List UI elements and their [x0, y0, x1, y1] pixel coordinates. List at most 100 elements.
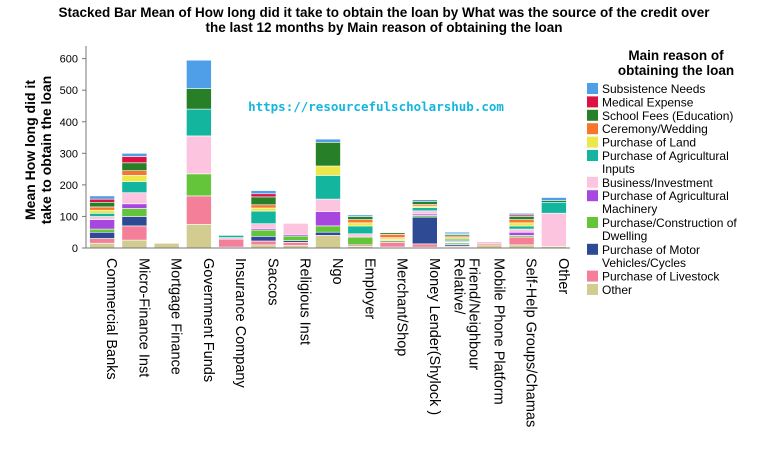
legend-label-ceremony-wedding: Ceremony/Wedding: [602, 122, 708, 136]
bar-segment-government-funds-subsistence-needs: [186, 59, 212, 89]
legend-label-school-fees-education: School Fees (Education): [602, 109, 733, 123]
x-category-label: Mortgage Finance: [168, 258, 184, 375]
bar-segment-merchant-shop-ceremony-wedding: [379, 234, 406, 238]
legend-swatch-medical-expense: [587, 96, 598, 108]
bar-segment-ngo-purchase-of-motor-vehicles-cycles: [315, 231, 341, 236]
bar-segment-saccos-business-investment: [250, 223, 277, 229]
bar-segment-money-lender-shylock-purchase-of-motor-vehicles-cycles: [411, 216, 438, 245]
bar-segment-merchant-shop-purchase-of-livestock: [379, 242, 406, 248]
bar-segment-saccos-purchase-of-motor-vehicles-cycles: [250, 236, 277, 242]
bar-segment-religious-inst-business-investment: [282, 223, 309, 235]
legend-swatch-school-fees-education: [587, 109, 598, 121]
x-category-label: Religious Inst: [297, 258, 313, 345]
bar-segment-micro-finance-inst-purchase-of-land: [121, 175, 148, 182]
legend-swatch-subsistence-needs: [587, 83, 598, 94]
bar-segment-insurance-company-purchase-of-livestock: [218, 238, 244, 248]
bar-segment-micro-finance-inst-purchase-construction-of-dwelling: [121, 208, 148, 217]
bar-segment-saccos-purchase-of-livestock: [250, 240, 277, 246]
legend-label-purchase-of-agricultural-machinery: Machinery: [602, 202, 657, 216]
y-tick-label: 600: [60, 54, 78, 66]
x-category-label: Self-Help Groups/Chamas: [523, 258, 539, 427]
y-tick-label: 0: [72, 243, 78, 255]
legend-label-subsistence-needs: Subsistence Needs: [602, 82, 705, 96]
legend-swatch-other: [587, 284, 598, 295]
bar-segment-money-lender-shylock-purchase-of-livestock: [411, 243, 438, 248]
bar-segment-commercial-banks-ceremony-wedding: [89, 206, 115, 211]
bar-segment-saccos-purchase-of-agricultural-inputs: [250, 210, 277, 225]
y-axis: 0 100 200 300 400 500 600: [60, 54, 86, 255]
x-category-label: Relative/: [451, 258, 467, 315]
bar-segment-commercial-banks-subsistence-needs: [89, 195, 115, 200]
bar-segment-relative-friend-neighbour-subsistence-needs: [444, 231, 470, 235]
bar-segment-merchant-shop-school-fees-education: [379, 232, 406, 235]
bar-segment-employer-ceremony-wedding: [347, 219, 374, 224]
legend-title-line-1: Main reason of: [628, 48, 724, 63]
legend-label-purchase-of-livestock: Purchase of Livestock: [602, 270, 720, 284]
x-category-label: Mobile Phone Platform: [490, 258, 506, 405]
legend-label-purchase-of-motor-vehicles-cycles: Vehicles/Cycles: [602, 256, 686, 270]
legend-swatch-purchase-of-land: [587, 136, 598, 148]
bar-segment-religious-inst-purchase-construction-of-dwelling: [282, 235, 309, 241]
bar-segment-money-lender-shylock-business-investment: [411, 210, 438, 215]
legend-label-purchase-of-agricultural-machinery: Purchase of Agricultural: [602, 189, 729, 203]
bar-segment-religious-inst-purchase-of-livestock: [282, 242, 309, 246]
bar-segment-employer-purchase-of-agricultural-inputs: [347, 225, 374, 235]
bar-segment-self-help-groups-chamas-purchase-of-agricultural-inputs: [508, 225, 535, 230]
bar-segment-mobile-phone-platform-business-investment: [476, 241, 503, 244]
chart-title-line-1: Stacked Bar Mean of How long did it take…: [58, 5, 710, 20]
bar-segment-micro-finance-inst-other: [121, 239, 148, 249]
bar-segment-saccos-ceremony-wedding: [250, 204, 277, 209]
bar-segment-ngo-business-investment: [315, 198, 341, 213]
bar-segment-employer-subsistence-needs: [347, 214, 374, 217]
bar-segment-insurance-company-purchase-of-agricultural-inputs: [218, 235, 244, 238]
bar-segment-government-funds-business-investment: [186, 135, 212, 175]
bar-segment-ngo-purchase-of-agricultural-inputs: [315, 175, 341, 200]
bar-segment-other-subsistence-needs: [541, 197, 567, 202]
bar-segment-self-help-groups-chamas-subsistence-needs: [508, 213, 535, 216]
watermark-text: https://resourcefulscholarshub.com: [248, 99, 504, 114]
bar-segment-money-lender-shylock-purchase-of-agricultural-inputs: [411, 207, 438, 212]
x-category-label: Employer: [361, 258, 377, 319]
bar-segment-commercial-banks-purchase-construction-of-dwelling: [89, 228, 115, 233]
bar-segment-money-lender-shylock-subsistence-needs: [411, 199, 438, 202]
x-category-label: Insurance Company: [232, 258, 248, 389]
x-category-label: Other: [555, 258, 571, 294]
bar-segment-employer-business-investment: [347, 233, 374, 238]
x-category-label: Micro-Finance Inst: [135, 258, 151, 377]
y-axis-label-line-2: take to obtain the loan: [38, 76, 54, 225]
legend-swatch-purchase-of-livestock: [587, 270, 598, 282]
bar-segment-commercial-banks-business-investment: [89, 216, 115, 220]
bar-segment-micro-finance-inst-medical-expense: [121, 156, 148, 164]
legend-label-purchase-of-agricultural-inputs: Inputs: [602, 162, 635, 176]
bar-segment-other-purchase-of-agricultural-inputs: [541, 201, 567, 214]
bar-segment-ngo-purchase-construction-of-dwelling: [315, 225, 341, 233]
bar-segment-commercial-banks-purchase-of-agricultural-inputs: [89, 213, 115, 217]
bar-segment-micro-finance-inst-school-fees-education: [121, 162, 148, 172]
legend-swatch-purchase-of-agricultural-inputs: [587, 150, 598, 161]
bar-segment-saccos-purchase-of-land: [250, 207, 277, 212]
bar-segment-saccos-medical-expense: [250, 193, 277, 198]
legend-swatch-purchase-construction-of-dwelling: [587, 217, 598, 228]
y-tick-label: 400: [60, 117, 78, 129]
x-category-label: Ngo: [329, 258, 345, 285]
bar-segment-commercial-banks-medical-expense: [89, 198, 115, 203]
bar-segment-money-lender-shylock-school-fees-education: [411, 201, 438, 205]
legend-swatch-purchase-of-agricultural-machinery: [587, 190, 598, 202]
legend-swatch-purchase-of-motor-vehicles-cycles: [587, 243, 598, 255]
bar-segment-government-funds-school-fees-education: [186, 88, 212, 110]
bar-segment-government-funds-purchase-of-agricultural-inputs: [186, 108, 212, 137]
bar-segment-employer-school-fees-education: [347, 216, 374, 220]
x-category-label: Saccos: [264, 258, 280, 306]
bar-segment-micro-finance-inst-purchase-of-motor-vehicles-cycles: [121, 216, 148, 227]
bar-segment-micro-finance-inst-subsistence-needs: [121, 153, 148, 157]
bars-group: [89, 59, 567, 249]
legend-swatch-ceremony-wedding: [587, 123, 598, 135]
x-category-label: Friend/Neighbour: [466, 258, 482, 370]
bar-segment-self-help-groups-chamas-purchase-of-livestock: [508, 236, 535, 246]
bar-segment-ngo-purchase-of-land: [315, 165, 341, 176]
bar-segment-micro-finance-inst-ceremony-wedding: [121, 170, 148, 176]
x-category-label: Commercial Banks: [103, 258, 119, 380]
bar-segment-commercial-banks-purchase-of-land: [89, 209, 115, 214]
